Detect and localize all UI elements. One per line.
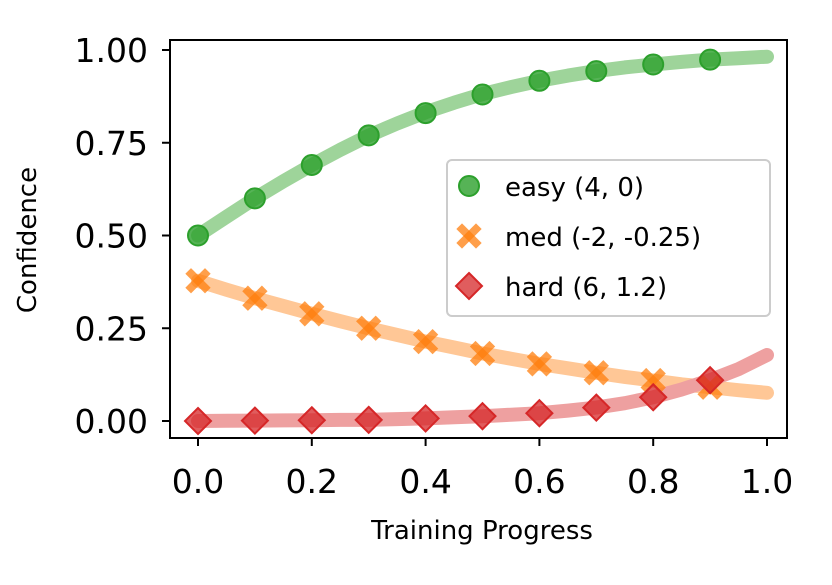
legend-marker-med	[456, 223, 482, 249]
data-point-med	[185, 268, 211, 294]
data-point-med	[640, 367, 666, 394]
legend-markers	[454, 175, 484, 301]
data-point-easy	[414, 102, 437, 125]
legend-label-hard: hard (6, 1.2)	[505, 273, 667, 303]
x-tick-label: 0.4	[399, 462, 451, 501]
y-tick-label: 0.00	[75, 402, 148, 441]
legend-box	[446, 159, 771, 317]
data-point-hard	[297, 405, 327, 435]
data-point-hard	[183, 406, 213, 436]
x-tick-label: 0.0	[172, 462, 224, 501]
x-tick-label: 0.2	[286, 462, 338, 501]
data-point-hard	[695, 365, 725, 395]
data-point-med	[242, 285, 268, 311]
y-tick-label: 0.25	[75, 309, 148, 348]
data-point-hard	[411, 403, 441, 433]
data-point-hard	[354, 405, 384, 435]
x-tick-label: 0.8	[627, 462, 679, 501]
data-point-med	[299, 301, 325, 327]
legend-marker-easy	[458, 175, 480, 197]
data-point-hard	[240, 406, 270, 436]
data-point-med	[583, 360, 609, 386]
data-point-med	[356, 315, 382, 341]
legend-label-med: med (-2, -0.25)	[505, 223, 701, 253]
data-point-easy	[528, 69, 551, 92]
data-point-hard	[581, 393, 611, 423]
data-point-easy	[585, 60, 608, 83]
legend-marker-hard	[454, 271, 484, 301]
x-axis-label: Training Progress	[370, 516, 593, 546]
legend: easy (4, 0) med (-2, -0.25) hard (6, 1.2…	[446, 159, 771, 317]
x-tick-label: 1.0	[741, 462, 793, 501]
data-point-hard	[524, 398, 554, 428]
data-point-med	[412, 328, 439, 355]
x-tick-label: 0.6	[513, 462, 565, 501]
data-point-med	[469, 340, 496, 367]
data-point-easy	[471, 83, 494, 106]
plot-frame	[169, 39, 788, 439]
plot-area	[183, 48, 774, 436]
y-tick-label: 0.50	[75, 217, 148, 256]
data-point-easy	[243, 187, 266, 210]
data-point-hard	[468, 401, 497, 431]
legend-label-easy: easy (4, 0)	[505, 173, 644, 203]
axis-ticks: 0.0 0.2 0.4 0.6 0.8 1.0 0.00 0.25 0.50 0.75 1.00	[75, 31, 794, 501]
y-tick-label: 0.75	[75, 124, 148, 163]
y-axis-label: Confidence	[13, 167, 43, 313]
y-tick-label: 1.00	[75, 31, 148, 70]
data-point-med	[526, 351, 553, 377]
data-point-easy	[300, 154, 323, 177]
data-point-easy	[699, 48, 722, 71]
data-point-easy	[187, 224, 209, 247]
data-point-easy	[357, 124, 380, 147]
data-point-hard	[638, 382, 668, 412]
series-markers	[183, 48, 725, 436]
data-point-easy	[642, 53, 665, 76]
